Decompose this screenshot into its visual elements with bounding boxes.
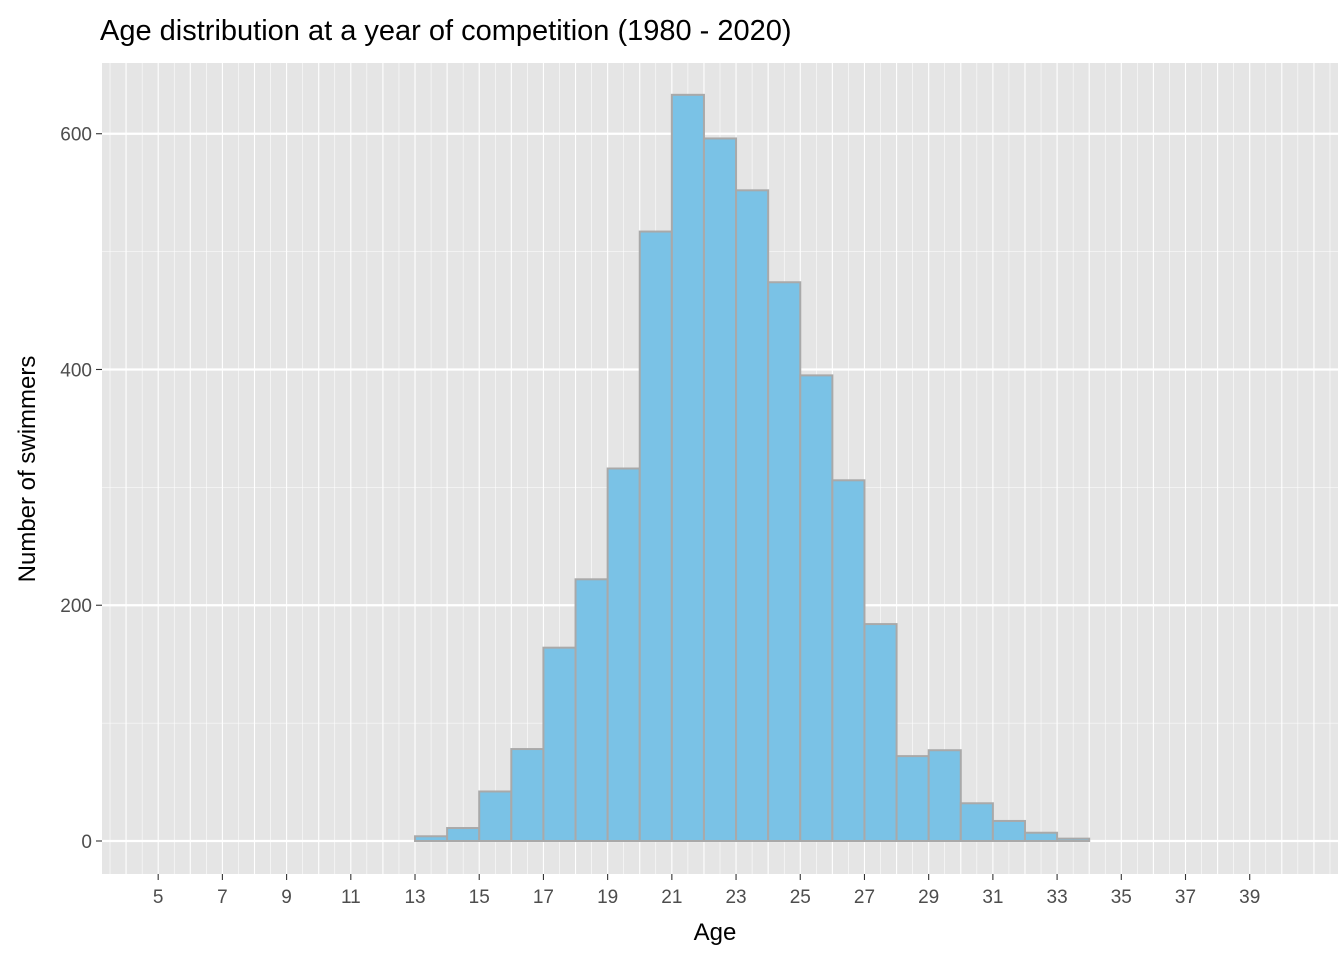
y-tick-label: 400: [60, 360, 92, 381]
histogram-bar: [959, 802, 994, 842]
x-tick-label: 31: [982, 887, 1003, 908]
x-tick-label: 39: [1239, 887, 1260, 908]
x-tick-label: 29: [918, 887, 939, 908]
x-tick-label: 13: [404, 887, 425, 908]
histogram-bar: [446, 827, 481, 842]
histogram-bar: [767, 281, 802, 842]
chart-title: Age distribution at a year of competitio…: [100, 15, 792, 47]
histogram-bar: [702, 137, 738, 842]
x-axis-label: Age: [694, 919, 737, 946]
x-tick-label: 25: [790, 887, 811, 908]
x-tick-label: 33: [1047, 887, 1068, 908]
histogram-bar: [895, 755, 930, 842]
histogram-bar: [478, 790, 513, 842]
y-tick-label: 600: [60, 125, 92, 146]
y-axis: 0 200 400 600: [60, 125, 102, 853]
histogram-bar: [991, 819, 1026, 842]
histogram-bar: [1056, 837, 1091, 842]
x-tick-label: 5: [153, 887, 164, 908]
x-tick-label: 27: [854, 887, 875, 908]
x-tick-label: 9: [281, 887, 292, 908]
histogram-bar: [735, 189, 770, 842]
histogram-bar: [927, 749, 962, 842]
histogram-bar: [670, 93, 705, 842]
histogram-bar: [799, 374, 834, 842]
histogram-bar: [414, 835, 449, 842]
x-tick-label: 19: [597, 887, 618, 908]
y-axis-label: Number of swimmers: [14, 356, 41, 583]
histogram-bar: [638, 230, 673, 842]
histogram-bar: [542, 646, 577, 842]
x-tick-label: 15: [469, 887, 490, 908]
y-tick-label: 0: [81, 832, 92, 853]
x-tick-label: 23: [725, 887, 746, 908]
x-tick-label: 21: [661, 887, 682, 908]
y-tick-label: 200: [60, 596, 92, 617]
histogram-bar: [863, 623, 898, 842]
histogram-bar: [510, 748, 545, 842]
histogram-bars: [414, 93, 1091, 842]
histogram-bar: [1023, 831, 1059, 842]
x-tick-label: 7: [217, 887, 228, 908]
histogram-bar: [831, 479, 866, 842]
histogram-bar: [574, 578, 609, 842]
histogram-bar: [606, 467, 641, 842]
x-tick-label: 37: [1175, 887, 1196, 908]
x-tick-label: 35: [1111, 887, 1132, 908]
x-tick-label: 17: [533, 887, 554, 908]
x-tick-label: 11: [341, 887, 361, 908]
x-axis: 5 7 9 11 13 15 17 19 21 23 25 27 29 31 33 35 37 39: [153, 874, 1260, 908]
